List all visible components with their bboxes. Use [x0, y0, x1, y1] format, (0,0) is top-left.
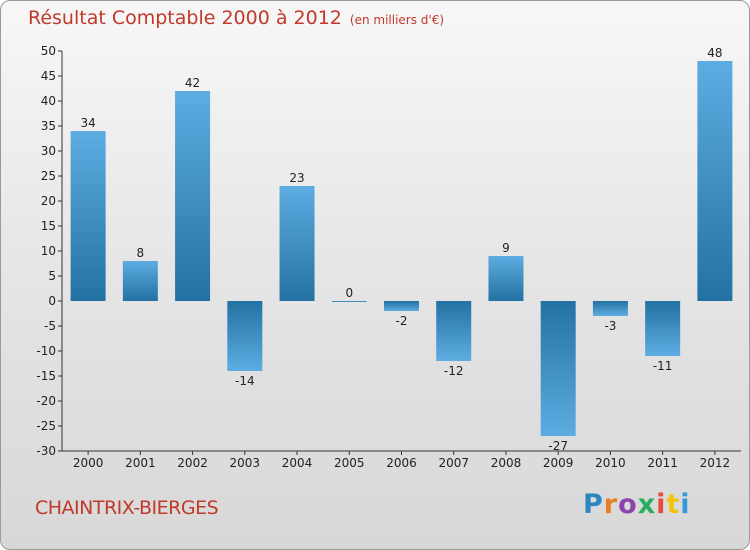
y-tick-label: 15 [41, 219, 56, 233]
data-label: 9 [502, 241, 510, 255]
y-tick-label: 10 [41, 244, 56, 258]
title-unit: (en milliers d'€) [349, 13, 445, 27]
logo-letter: o [618, 489, 638, 520]
x-tick-label: 2004 [282, 456, 313, 470]
y-tick-label: 25 [41, 169, 56, 183]
bar-2003 [227, 301, 263, 371]
logo-letter: i [680, 489, 691, 520]
y-tick-label: 50 [41, 44, 56, 58]
bar-2011 [645, 301, 681, 356]
y-tick-label: 40 [41, 94, 56, 108]
data-label: 48 [707, 46, 722, 60]
x-tick-label: 2009 [543, 456, 574, 470]
bar-2008 [488, 256, 524, 301]
data-label: -3 [604, 319, 616, 333]
y-tick-label: -30 [36, 444, 56, 458]
data-label: -27 [548, 439, 568, 453]
y-tick-label: 45 [41, 69, 56, 83]
bar-2001 [122, 261, 158, 301]
logo-letter: P [583, 489, 604, 520]
data-label: -14 [235, 374, 255, 388]
proxiti-logo[interactable]: Proxiti [583, 489, 691, 520]
x-tick-label: 2010 [595, 456, 626, 470]
chart-title: Résultat Comptable 2000 à 2012 (en millie… [28, 7, 444, 29]
x-tick-label: 2003 [230, 456, 261, 470]
y-tick-label: 5 [48, 269, 56, 283]
x-tick-label: 2007 [438, 456, 469, 470]
x-tick-label: 2000 [73, 456, 104, 470]
y-tick-label: -10 [36, 344, 56, 358]
y-tick-label: 20 [41, 194, 56, 208]
bar-2002 [175, 91, 211, 301]
data-label: 42 [185, 76, 200, 90]
data-label: 34 [80, 116, 95, 130]
logo-letter: x [637, 489, 657, 520]
y-tick-label: -25 [36, 419, 56, 433]
bar-2007 [436, 301, 472, 361]
x-tick-label: 2002 [177, 456, 208, 470]
bar-2005 [331, 301, 367, 302]
data-label: 23 [289, 171, 304, 185]
data-label: -12 [444, 364, 464, 378]
commune-name: CHAINTRIX-BIERGES [35, 497, 219, 519]
x-tick-label: 2005 [334, 456, 365, 470]
data-label: -11 [653, 359, 673, 373]
data-label: -2 [396, 314, 408, 328]
logo-letter: t [666, 489, 681, 520]
y-tick-label: 35 [41, 119, 56, 133]
x-tick-label: 2006 [386, 456, 417, 470]
bar-2004 [279, 186, 315, 301]
bar-2010 [592, 301, 628, 316]
y-tick-label: 0 [48, 294, 56, 308]
y-tick-label: -15 [36, 369, 56, 383]
x-tick-label: 2001 [125, 456, 156, 470]
bar-2009 [540, 301, 576, 436]
x-tick-label: 2012 [700, 456, 731, 470]
y-tick-label: -20 [36, 394, 56, 408]
logo-letter: r [603, 489, 619, 520]
data-label: 0 [345, 286, 353, 300]
data-label: 8 [137, 246, 145, 260]
y-tick-label: -5 [44, 319, 56, 333]
bar-2012 [697, 61, 733, 301]
bar-2006 [384, 301, 419, 311]
x-tick-label: 2011 [647, 456, 678, 470]
logo-letter: i [656, 489, 667, 520]
title-main: Résultat Comptable 2000 à 2012 [28, 7, 342, 29]
bar-2000 [70, 131, 106, 301]
y-tick-label: 30 [41, 144, 56, 158]
x-tick-label: 2008 [491, 456, 522, 470]
